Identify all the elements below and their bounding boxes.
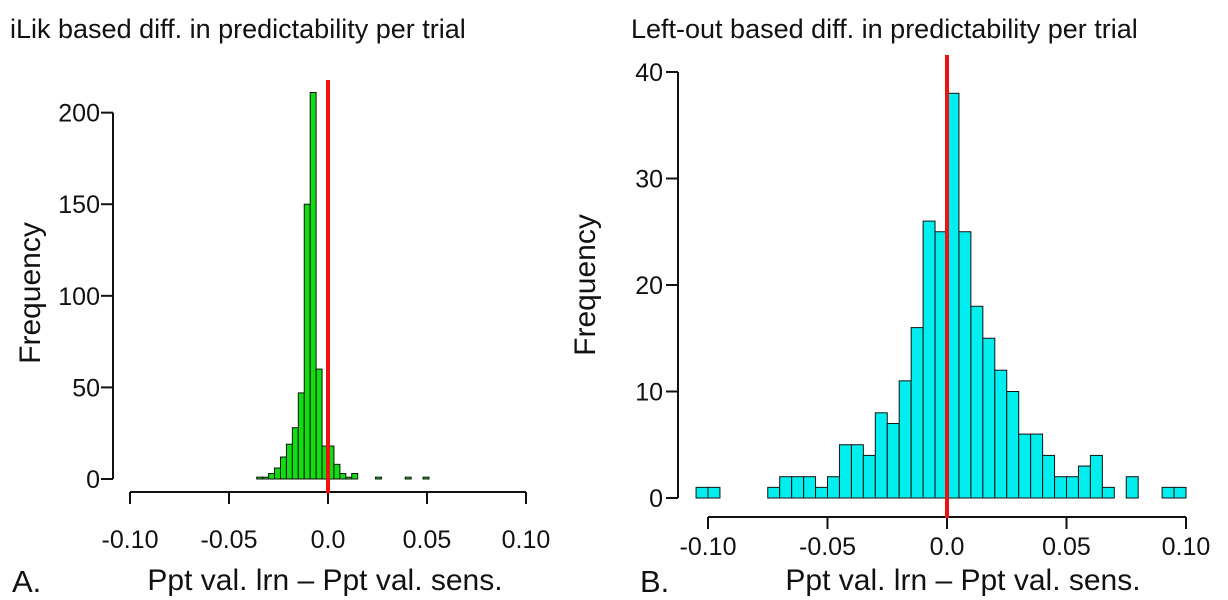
panel-a-bar xyxy=(375,476,382,480)
panel-b-bar xyxy=(850,444,864,499)
panel-b-y-tick-label: 30 xyxy=(635,166,663,194)
panel-a-bar xyxy=(303,203,311,480)
panel-b-bar xyxy=(994,369,1008,499)
panel-b-y-tick-label: 40 xyxy=(635,59,663,87)
panel-b-bar xyxy=(695,486,709,499)
panel-a-bar xyxy=(315,368,323,480)
panel-b-bar xyxy=(982,337,996,499)
panel-b-y-tick-label: 10 xyxy=(635,379,663,407)
panel-a-x-axis-label: Ppt val. lrn – Ppt val. sens. xyxy=(147,564,502,597)
panel-a-bar xyxy=(351,473,359,480)
panel-b-histogram: Left-out based diff. in predictability p… xyxy=(569,14,1210,599)
panel-a-bar xyxy=(262,476,270,480)
panel-b-bar xyxy=(827,476,840,499)
panel-b-bar xyxy=(958,231,972,499)
panel-a-y-tick-label: 150 xyxy=(58,191,100,219)
panel-b-bar xyxy=(886,422,900,499)
panel-a-y-tick-label: 100 xyxy=(58,283,100,311)
panel-b-bar xyxy=(970,305,984,499)
panel-b-bar xyxy=(898,380,912,499)
panel-a-title: iLik based diff. in predictability per t… xyxy=(10,14,466,44)
panel-b-bar xyxy=(779,476,793,499)
panel-b-bar xyxy=(1054,476,1068,499)
panel-b-bar xyxy=(1173,486,1187,499)
panel-b-bar xyxy=(1066,476,1079,499)
panel-a-x-tick-label: 0.10 xyxy=(502,526,551,554)
panel-a-bar xyxy=(268,473,276,480)
panel-b-bar xyxy=(1077,465,1091,499)
panel-b-bars xyxy=(695,92,1187,499)
panel-a-bar xyxy=(279,456,287,480)
panel-a-x-tick-label: 0.0 xyxy=(311,526,346,554)
panel-b-bar xyxy=(1042,454,1056,499)
panel-b-y-tick-label: 0 xyxy=(649,485,663,513)
panel-b-bar xyxy=(1089,454,1103,499)
panel-a-bar xyxy=(404,476,412,480)
panel-b-title: Left-out based diff. in predictability p… xyxy=(631,14,1138,44)
panel-b-x-tick-label: -0.05 xyxy=(799,533,856,561)
panel-b-x-tick-label: 0.10 xyxy=(1162,533,1211,561)
panel-b-bar xyxy=(910,327,924,499)
panel-b-bar xyxy=(874,412,888,499)
panel-b-y-tick-label: 20 xyxy=(635,272,663,300)
panel-b-x-axis-label: Ppt val. lrn – Ppt val. sens. xyxy=(785,564,1140,597)
panel-b-bar xyxy=(922,220,936,499)
panel-a-bar xyxy=(274,467,281,480)
panel-b-bar xyxy=(1030,433,1044,499)
panel-b-bar xyxy=(1125,476,1139,499)
panel-b-axes: -0.10 -0.05 0.0 0.05 0.10 0 10 20 30 40 xyxy=(635,59,1210,561)
panel-a-histogram: iLik based diff. in predictability per t… xyxy=(10,14,550,599)
panel-b-y-axis-label: Frequency xyxy=(569,214,602,356)
panel-a-bar xyxy=(285,443,293,480)
panel-b-bar xyxy=(1101,486,1115,499)
panel-a-y-tick-label: 200 xyxy=(58,100,100,128)
panel-b-bar xyxy=(862,454,876,499)
panel-a-bars xyxy=(256,91,430,480)
panel-b-bar xyxy=(1006,391,1020,499)
panel-b-bar xyxy=(791,476,805,499)
panel-b-bar xyxy=(1018,433,1032,499)
panel-a-bar xyxy=(333,463,341,480)
panel-a-bar xyxy=(297,392,305,480)
panel-a-axes: -0.10 -0.05 0.0 0.05 0.10 0 50 100 150 200 xyxy=(58,100,550,554)
panel-a-bar xyxy=(256,476,264,480)
panel-a-letter: A. xyxy=(12,564,41,599)
panel-a-x-tick-label: 0.05 xyxy=(403,526,452,554)
panel-a-x-tick-label: -0.05 xyxy=(201,526,258,554)
panel-a-bar xyxy=(345,476,353,480)
panel-a-bar xyxy=(422,476,430,480)
panel-b-bar xyxy=(707,486,721,499)
panel-a-bar xyxy=(309,91,317,480)
panel-b-x-tick-label: 0.05 xyxy=(1042,533,1091,561)
panel-b-bar xyxy=(838,444,852,499)
panel-a-y-tick-label: 50 xyxy=(72,374,100,402)
panel-b-bar xyxy=(803,476,817,499)
panel-a-bar xyxy=(291,427,299,480)
panel-b-bar xyxy=(815,486,828,499)
panel-a-bar xyxy=(339,473,347,480)
panel-b-bar xyxy=(767,486,781,499)
panel-a-y-tick-label: 0 xyxy=(86,466,100,494)
panel-b-x-tick-label: 0.0 xyxy=(930,533,965,561)
panel-a-x-tick-label: -0.10 xyxy=(102,526,159,554)
panel-b-bar xyxy=(1161,486,1175,499)
panel-b-letter: B. xyxy=(640,564,669,599)
panel-a-y-axis-label: Frequency xyxy=(14,222,47,364)
panel-b-x-tick-label: -0.10 xyxy=(680,533,737,561)
